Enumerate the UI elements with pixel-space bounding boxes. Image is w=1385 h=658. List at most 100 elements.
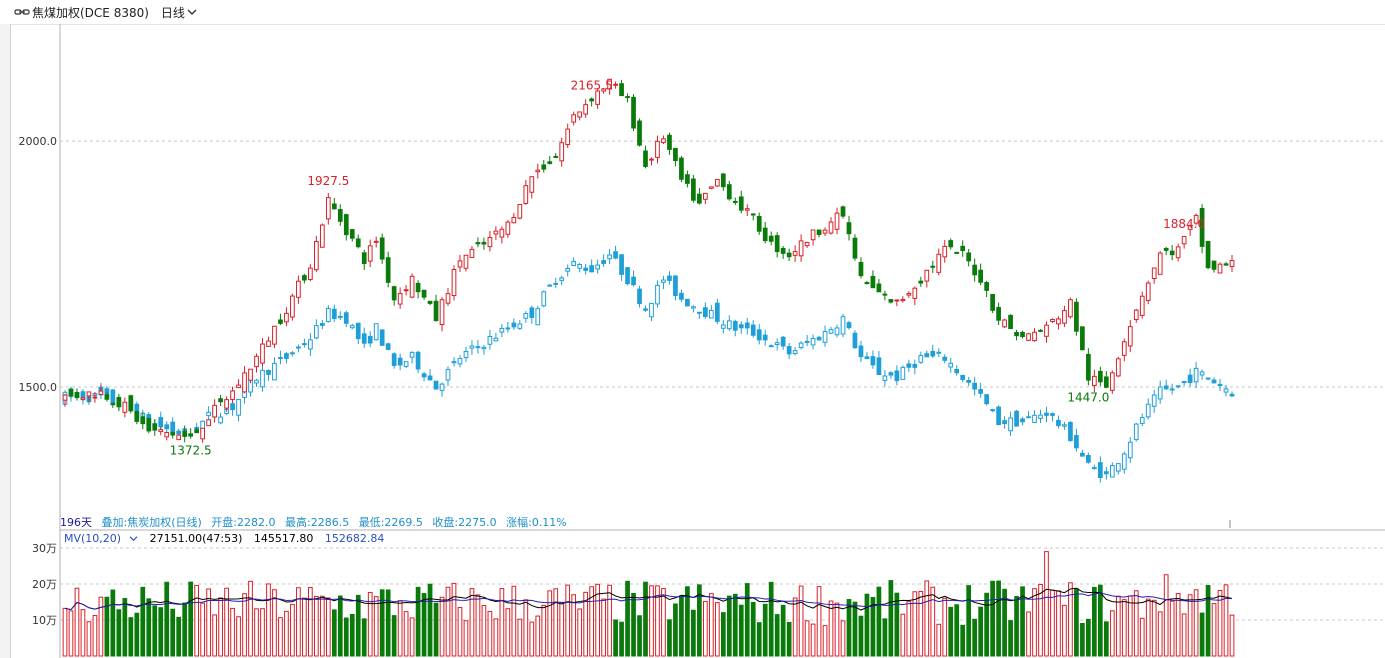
volume-bar [643,581,648,657]
overlay-candle [810,337,816,346]
volume-bar [1038,583,1043,657]
chart-header: 焦煤加权(DCE 8380) 日线 [0,0,1385,25]
candle [1050,319,1055,323]
candle [1187,225,1193,230]
overlay-candle [1050,413,1055,416]
overlay-candle [457,358,463,365]
volume-bar [1193,589,1199,657]
volume-bar [272,589,277,657]
overlay-candle [750,324,756,336]
volume-bar [254,608,259,657]
volume-bar [397,600,403,657]
close-value: 收盘:2275.0 [432,516,497,529]
candle [708,186,714,189]
volume-bar [978,606,984,657]
candle [649,158,654,161]
left-side-tabs[interactable] [0,24,11,658]
volume-bar [403,611,409,657]
candle [798,240,804,257]
volume-bar [284,610,289,657]
candle [355,238,361,248]
volume-bar [948,606,954,657]
candle [373,240,379,243]
overlay-candle [1181,380,1187,383]
volume-bar [373,596,379,657]
overlay-candle [391,353,397,366]
candle [1175,246,1181,259]
candle [583,104,589,115]
candle [1151,267,1157,279]
chain-link-icon[interactable] [14,6,30,18]
candle [816,229,822,235]
volume-bar [876,586,882,657]
volume-bar [290,603,295,657]
overlay-candle [553,282,559,285]
overlay-candle [451,361,457,364]
overlay-candle [308,339,313,350]
volume-bar [804,620,810,657]
volume-bar [98,596,104,657]
candle [1223,263,1229,266]
candle [68,388,74,396]
overlay-candle [894,370,900,382]
candle [427,300,433,304]
volume-bar [936,623,942,657]
volume-bar [846,599,852,657]
volume-bar [296,587,301,657]
period-dropdown[interactable]: 日线 [161,4,197,21]
volume-bar [1109,610,1115,657]
overlay-candle [966,379,972,383]
overlay-candle [565,267,571,272]
overlay-candle [1133,423,1139,441]
volume-bar [236,616,241,657]
candle [978,269,984,283]
candle [499,228,505,238]
volume-bar [595,583,600,657]
extreme-price-label: 2165.5 [571,78,613,92]
overlay-candle [475,346,481,349]
volume-bar [68,610,74,657]
mv-dropdown[interactable]: MV(10,20) [64,532,138,545]
candle [194,429,200,434]
candle [517,203,523,219]
volume-bar [972,618,978,657]
overlay-candle [607,254,612,260]
volume-bar [607,584,612,657]
candle [547,161,553,164]
candle [1044,324,1049,337]
volume-bar [685,586,690,657]
candle [996,306,1001,321]
volume-bar [116,609,122,657]
candle [505,221,511,235]
candle [786,252,792,258]
overlay-candle [792,350,798,355]
info-bar: 196天 叠加:焦炭加权(日线) 开盘:2282.0 最高:2286.5 最低:… [60,514,573,530]
volume-bar [1163,574,1169,657]
overlay-candle [439,383,445,391]
volume-bar [230,607,235,657]
candle [685,174,690,184]
volume-indicator-bar: MV(10,20) 27151.00(47:53) 145517.80 1526… [64,532,392,545]
mv-value-ma20: 152682.84 [324,532,385,545]
candle [595,90,600,105]
overlay-candle [786,346,792,355]
candle [738,196,744,211]
volume-bar [768,581,774,657]
volume-bar [840,620,846,657]
candle [1086,353,1091,381]
volume-bar [1092,586,1097,657]
overlay-candle [1074,435,1079,449]
low-value: 最低:2269.5 [358,516,423,529]
candle [146,417,152,432]
candle [1032,331,1037,342]
overlay-candle [679,292,684,300]
overlay-candle [996,406,1001,425]
overlay-candle [278,357,283,360]
volume-bar [858,615,864,657]
candle [1074,301,1079,332]
overlay-candle [960,374,966,380]
volume-bar [200,602,205,657]
candle [906,293,912,296]
candle [1193,214,1199,224]
